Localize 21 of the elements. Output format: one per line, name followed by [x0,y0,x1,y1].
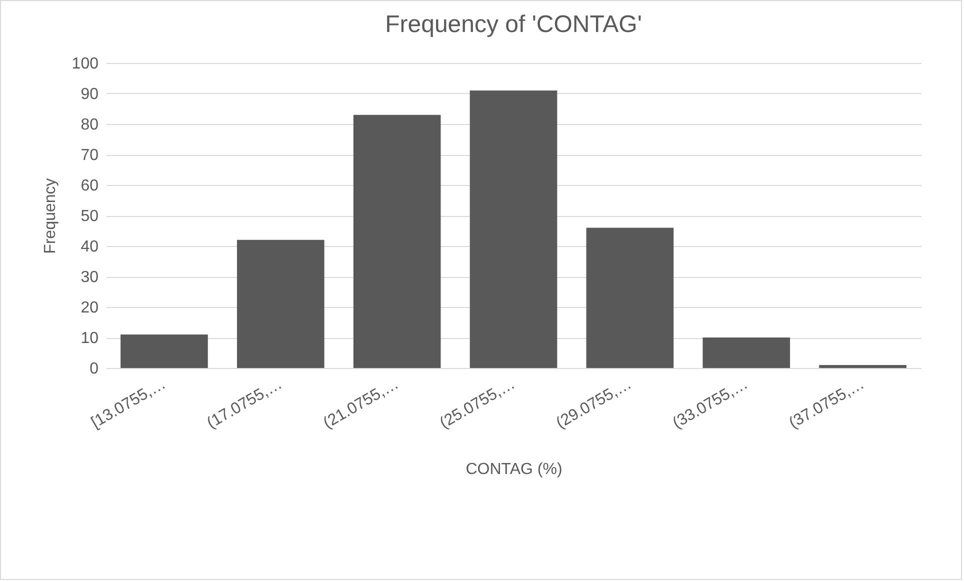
y-tick-label: 90 [80,86,99,103]
y-tick-label: 40 [80,238,99,256]
y-tick-label: 30 [80,269,99,286]
x-axis-title: CONTAG (%) [466,461,562,478]
y-tick-label: 10 [80,330,99,347]
y-tick-label: 20 [80,300,99,316]
y-axis-title: Frequency [42,178,59,254]
chart-title: Frequency of 'CONTAG' [385,11,642,38]
bar [470,90,558,368]
y-tick-label: 50 [80,208,99,225]
bar [236,240,324,368]
y-tick-label: 0 [90,360,99,378]
y-tick-label: 80 [80,116,99,134]
bar [353,114,441,368]
bar [819,364,906,368]
bar [120,334,208,368]
bar [586,228,674,368]
bar [702,338,790,368]
y-tick-label: 70 [80,147,99,164]
y-tick-label: 100 [72,56,99,72]
y-tick-label: 60 [80,178,99,194]
